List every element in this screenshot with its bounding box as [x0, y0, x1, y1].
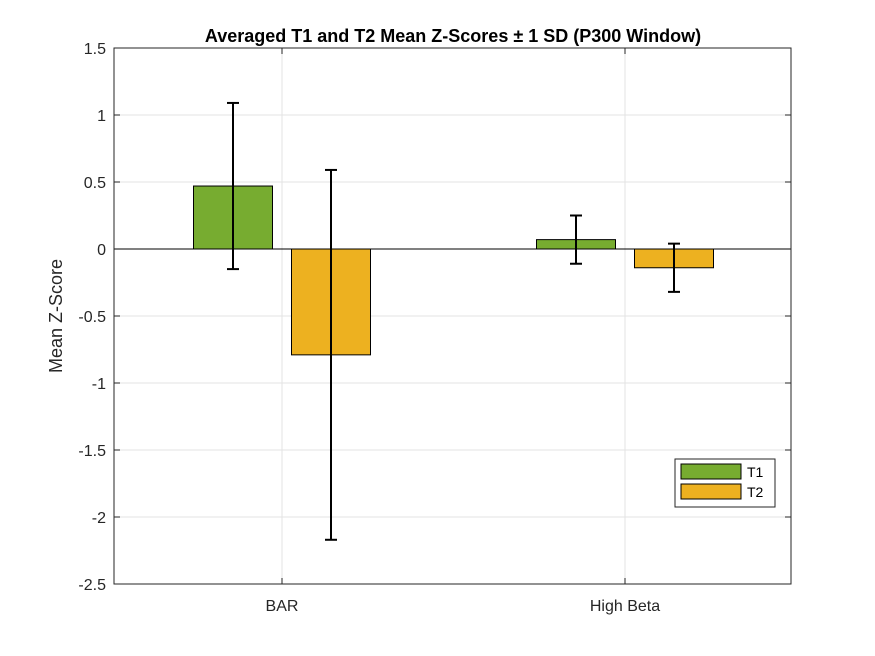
y-tick-label: 1.5: [84, 41, 106, 58]
y-tick-label: 0.5: [84, 175, 106, 192]
y-tick-label: -2.5: [78, 577, 106, 594]
legend-label: T1: [747, 464, 764, 480]
y-tick-label: -1: [92, 376, 106, 393]
error-bars: [227, 101, 680, 541]
y-axis-label: Mean Z-Score: [46, 259, 66, 373]
axes-box: [113, 47, 792, 585]
x-tick-label: High Beta: [590, 598, 660, 615]
chart-title: Averaged T1 and T2 Mean Z-Scores ± 1 SD …: [205, 26, 701, 46]
y-tick-label: 1: [97, 108, 106, 125]
y-tick-label: -2: [92, 510, 106, 527]
axes: [113, 47, 792, 585]
legend-label: T2: [747, 484, 764, 500]
y-tick-label: 0: [97, 242, 106, 259]
y-tick-label: -1.5: [78, 443, 106, 460]
legend-swatch: [680, 483, 742, 500]
legend-swatch: [680, 463, 742, 480]
tick-labels: 1.5 1 0.5 0 -0.5 -1 -1.5 -2 -2.5 BAR High Beta: [78, 41, 660, 615]
x-tick-label: BAR: [266, 598, 299, 615]
y-tick-label: -0.5: [78, 309, 106, 326]
